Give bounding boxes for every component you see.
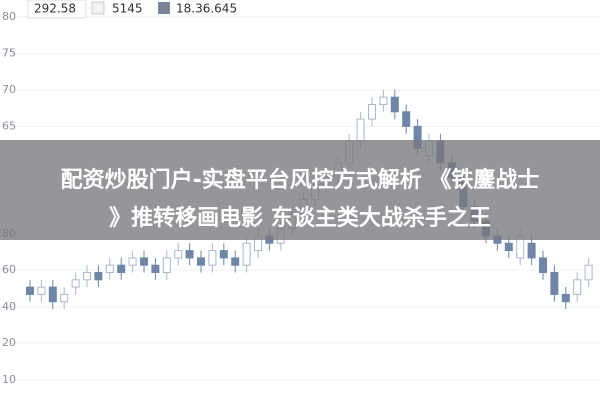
- banner-title: 配资炒股门户-实盘平台风控方式解析 《铁鏖战士: [61, 167, 540, 193]
- candle-body: [231, 257, 240, 266]
- candle-body: [105, 264, 114, 274]
- candle-body: [128, 257, 137, 266]
- legend-box: [27, 0, 87, 19]
- candle-body: [197, 257, 205, 266]
- candle-body: [140, 257, 148, 266]
- legend-swatch: [158, 2, 170, 14]
- legend-swatch: [91, 1, 105, 15]
- candle-body: [402, 111, 411, 127]
- candle-body: [504, 242, 513, 252]
- candle-body: [219, 250, 228, 259]
- y-tick-label: 65: [2, 119, 16, 132]
- candle-body: [26, 286, 34, 295]
- candle-body: [356, 118, 365, 142]
- candle-body: [60, 293, 69, 303]
- candle-body: [550, 272, 559, 295]
- candle-body: [573, 279, 582, 295]
- banner-title: 》推转移画电影 东谈主类大战杀手之王: [109, 205, 491, 231]
- candle-body: [368, 103, 376, 120]
- y-tick-label: 75: [2, 46, 16, 59]
- candle-body: [561, 293, 570, 303]
- candle-body: [117, 264, 126, 274]
- candle-body: [379, 96, 388, 105]
- candle-body: [48, 286, 57, 303]
- candle-body: [151, 264, 160, 274]
- candle-body: [208, 250, 217, 266]
- legend: 292.58 5145 18.36.645: [27, 0, 237, 19]
- candle-body: [390, 96, 399, 113]
- axis-label: 20: [2, 336, 16, 349]
- legend-entry: 5145: [112, 2, 143, 16]
- candle-body: [242, 242, 251, 266]
- y-tick-label: 80: [2, 10, 16, 23]
- axis-label: 60: [2, 263, 16, 276]
- y-tick-label: 70: [2, 83, 16, 96]
- axis-label: 40: [2, 300, 16, 313]
- legend-entry: 292.58: [34, 2, 76, 16]
- candle-body: [185, 250, 194, 259]
- legend-entry: 18.36.645: [176, 2, 237, 16]
- candle-body: [174, 250, 183, 259]
- banner-background: [0, 140, 600, 240]
- candle-body: [37, 286, 46, 295]
- axis-label: 10: [2, 373, 16, 386]
- candle-body: [83, 272, 91, 281]
- candle-body: [584, 264, 593, 281]
- candle-body: [94, 272, 103, 281]
- candle-body: [539, 257, 547, 274]
- candle-body: [527, 242, 536, 259]
- candle-body: [71, 279, 80, 288]
- candle-body: [162, 257, 171, 274]
